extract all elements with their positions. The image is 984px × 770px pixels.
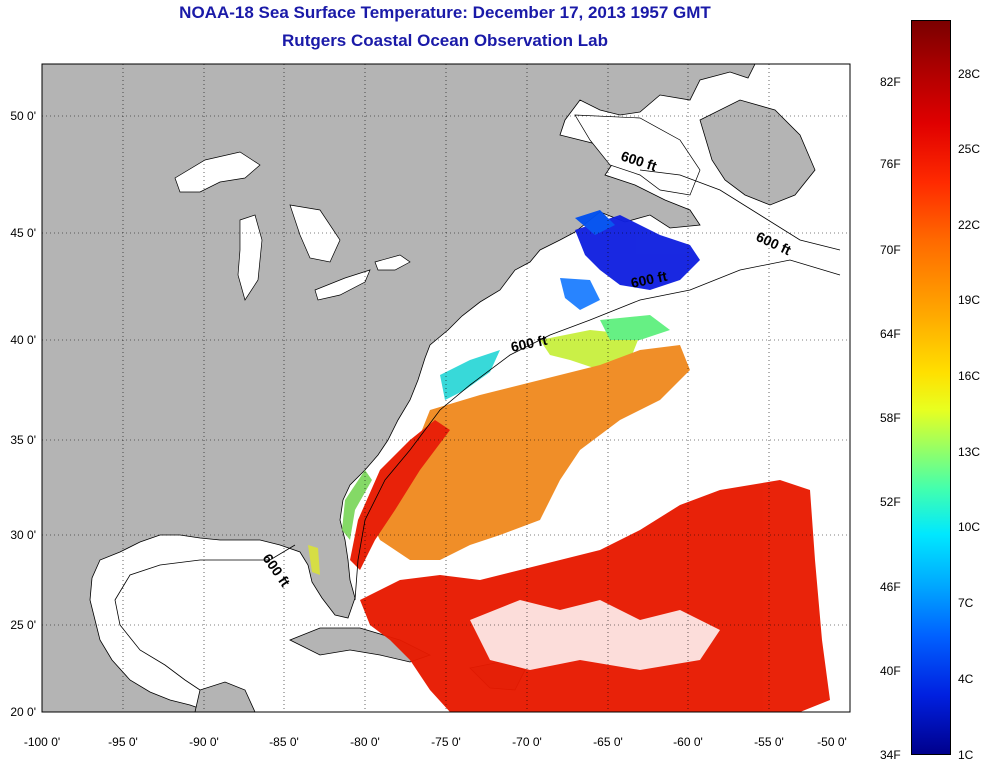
sst-florida-coast xyxy=(308,545,320,575)
lat-tick-40: 40 0' xyxy=(10,333,36,347)
lat-tick-20: 20 0' xyxy=(10,705,36,719)
map-subtitle: Rutgers Coastal Ocean Observation Lab xyxy=(282,31,608,50)
colorbar-f-46: 46F xyxy=(880,580,901,594)
lon-tick-55: -55 0' xyxy=(754,735,784,749)
lat-tick-50: 50 0' xyxy=(10,109,36,123)
colorbar-c-10: 10C xyxy=(958,520,981,534)
colorbar-c-28: 28C xyxy=(958,67,981,81)
lon-tick-100: -100 0' xyxy=(23,735,61,749)
sst-green-band xyxy=(600,315,670,340)
sst-nova-scotia-blue xyxy=(575,210,615,235)
temperature-colorbar xyxy=(911,20,951,755)
isobath-north xyxy=(639,169,841,251)
sst-cloud-gap xyxy=(470,600,720,670)
lon-tick-70: -70 0' xyxy=(512,735,542,749)
lat-tick-45: 45 0' xyxy=(10,226,36,240)
sst-overlay xyxy=(308,210,830,712)
lon-tick-60: -60 0' xyxy=(673,735,703,749)
colorbar-c-1: 1C xyxy=(958,748,974,762)
lat-tick-35: 35 0' xyxy=(10,433,36,447)
colorbar-c-19: 19C xyxy=(958,293,981,307)
lake-huron xyxy=(289,204,341,263)
sst-gulf-stream-core xyxy=(350,420,450,570)
lon-tick-80: -80 0' xyxy=(350,735,380,749)
colorbar-f-52: 52F xyxy=(880,495,901,509)
gulf-of-st-lawrence xyxy=(574,114,701,196)
isobath-gulf xyxy=(114,544,296,691)
lon-tick-65: -65 0' xyxy=(593,735,623,749)
map-title: NOAA-18 Sea Surface Temperature: Decembe… xyxy=(179,3,711,22)
lake-superior xyxy=(174,151,261,193)
colorbar-f-70: 70F xyxy=(880,243,901,257)
colorbar-f-58: 58F xyxy=(880,411,901,425)
sst-coastal-green-se xyxy=(342,470,372,540)
lon-tick-85: -85 0' xyxy=(269,735,299,749)
colorbar-c-4: 4C xyxy=(958,672,974,686)
colorbar-f-40: 40F xyxy=(880,664,901,678)
colorbar-f-64: 64F xyxy=(880,327,901,341)
colorbar-c-7: 7C xyxy=(958,596,974,610)
colorbar-c-16: 16C xyxy=(958,369,981,383)
depth-label-gulf-of-maine: 600 ft xyxy=(629,268,668,291)
colorbar-c-25: 25C xyxy=(958,142,981,156)
lon-tick-75: -75 0' xyxy=(431,735,461,749)
colorbar-c-22: 22C xyxy=(958,218,981,232)
lake-michigan xyxy=(237,214,263,301)
lat-tick-25: 25 0' xyxy=(10,618,36,632)
land-north-america xyxy=(42,64,756,712)
lake-erie xyxy=(314,269,371,301)
isobath-atlantic xyxy=(354,259,841,601)
sst-warm-south xyxy=(360,480,830,712)
land-yucatan xyxy=(194,681,256,712)
colorbar-f-82: 82F xyxy=(880,75,901,89)
sst-gulf-stream xyxy=(370,345,690,560)
sst-cool-shelf xyxy=(560,278,600,310)
lake-ontario xyxy=(374,254,411,271)
colorbar-f-76: 76F xyxy=(880,157,901,171)
graticule xyxy=(42,64,850,712)
colorbar-f-34: 34F xyxy=(880,748,901,762)
colorbar-c-13: 13C xyxy=(958,445,981,459)
lon-tick-95: -95 0' xyxy=(108,735,138,749)
land-newfoundland xyxy=(699,99,816,206)
sst-cold-gulf-of-maine xyxy=(575,215,700,290)
lon-tick-90: -90 0' xyxy=(189,735,219,749)
map-frame xyxy=(41,63,851,713)
depth-label-mid-atlantic: 600 ft xyxy=(509,332,548,355)
lat-tick-30: 30 0' xyxy=(10,528,36,542)
lon-tick-50: -50 0' xyxy=(817,735,847,749)
sst-coastal-cyan xyxy=(440,350,500,400)
